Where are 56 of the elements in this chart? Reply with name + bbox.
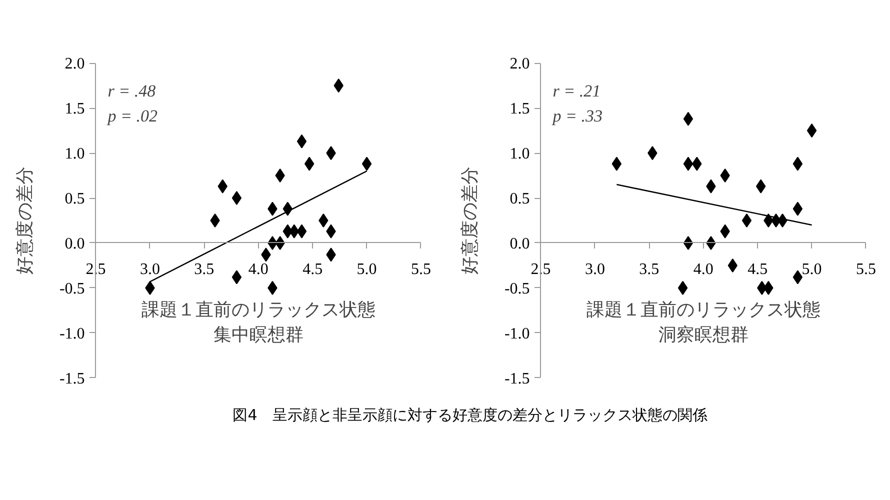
x-axis-title: 課題１直前のリラックス状態 — [586, 300, 820, 320]
y-tick-label: 2.0 — [510, 56, 530, 73]
y-tick-label: -0.5 — [59, 280, 85, 298]
point — [792, 202, 803, 216]
y-tick-label: -1.5 — [59, 370, 85, 388]
x-tick-label: 5.5 — [856, 260, 876, 278]
point — [683, 112, 694, 126]
x-tick-label: 2.5 — [86, 260, 106, 278]
y-tick-label: 1.5 — [64, 100, 85, 118]
annotation: p = .02 — [106, 106, 158, 126]
text: 集中瞑想群 — [213, 324, 304, 346]
x-tick-label: 3.0 — [140, 260, 160, 278]
y-tick-label: 1.5 — [510, 100, 530, 118]
point — [792, 270, 803, 284]
caption: 図4 呈示顔と非呈示顔に対する好意度の差分とリラックス状態の関係 — [232, 405, 708, 426]
x-tick-label: 3.5 — [194, 260, 214, 278]
point — [678, 280, 688, 295]
y-tick-label: -0.5 — [504, 280, 530, 298]
point — [792, 156, 803, 171]
y-tick-label: 1.0 — [510, 146, 530, 163]
x-tick-label: 5.0 — [356, 260, 377, 278]
x-tick-label: 3.5 — [639, 260, 660, 278]
y-tick-label: -1.0 — [59, 325, 85, 342]
y-axis-title: 好意度の差分 — [460, 166, 480, 274]
y-tick-label: 0.0 — [64, 235, 85, 252]
y-axis-title: 好意度の差分 — [14, 166, 36, 274]
x-tick-label: 5.0 — [802, 260, 822, 278]
x-tick-label: 5.5 — [410, 260, 431, 278]
point — [362, 156, 372, 171]
annotation: r = .21 — [552, 82, 601, 100]
point — [683, 156, 694, 171]
x-tick-label: 4.5 — [302, 260, 323, 278]
x-tick-label: 4.0 — [248, 260, 268, 278]
y-tick-label: 0.5 — [64, 190, 85, 208]
point — [742, 214, 752, 228]
x-axis-title: 課題１直前のリラックス状態 — [141, 300, 376, 320]
point — [232, 270, 242, 284]
y-tick-label: 1.0 — [64, 146, 85, 163]
y-tick-label: -1.0 — [504, 325, 530, 342]
point — [806, 124, 817, 138]
y-tick-label: 0.5 — [510, 190, 530, 208]
point — [296, 134, 307, 148]
annotation: p = .33 — [552, 106, 603, 126]
y-tick-label: -1.5 — [504, 370, 530, 388]
x-tick-label: 4.5 — [748, 260, 768, 278]
text: 洞察瞑想群 — [658, 324, 748, 346]
point — [232, 191, 242, 206]
y-tick-label: 0.0 — [510, 235, 530, 252]
x-tick-label: 4.0 — [693, 260, 714, 278]
x-tick-label: 2.5 — [530, 260, 551, 278]
point — [210, 214, 220, 228]
point — [318, 214, 328, 228]
point — [296, 224, 307, 238]
x-tick-label: 3.0 — [584, 260, 605, 278]
y-tick-label: 2.0 — [64, 56, 85, 73]
annotation: r = .48 — [108, 82, 156, 100]
